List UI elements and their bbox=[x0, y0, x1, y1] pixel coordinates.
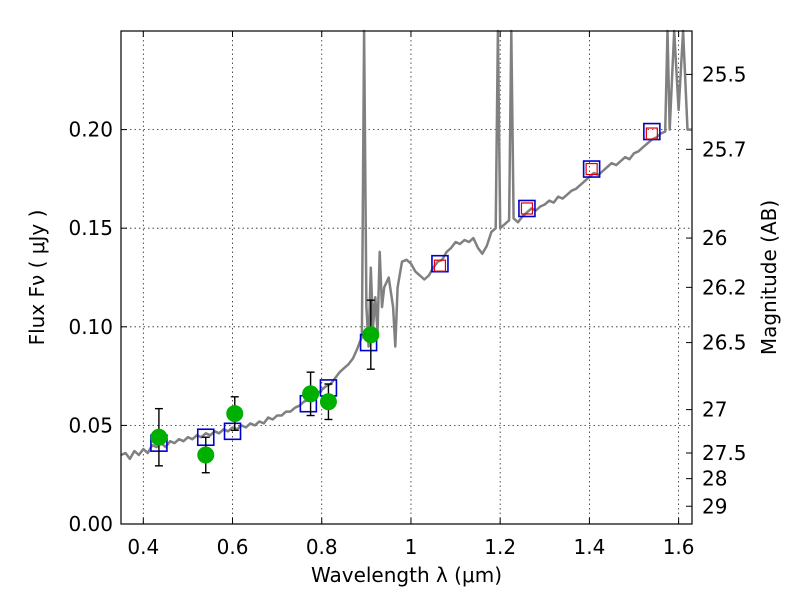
plot-frame bbox=[120, 30, 693, 525]
right-tick-label: 27 bbox=[702, 398, 727, 422]
right-tick-label: 27.5 bbox=[702, 441, 747, 465]
observed-point bbox=[362, 326, 380, 344]
y-axis-label: Flux Fν ( μJy ) bbox=[25, 210, 49, 346]
right-tick-label: 25.7 bbox=[702, 137, 747, 161]
grid-lines bbox=[121, 31, 692, 524]
right-tick-label: 26.2 bbox=[702, 275, 747, 299]
model-square-point bbox=[518, 199, 536, 218]
x-tick-label: 0.6 bbox=[217, 535, 249, 559]
x-tick-label: 1 bbox=[405, 535, 418, 559]
observed-point bbox=[319, 393, 337, 411]
model-square-point bbox=[582, 160, 601, 178]
right-tick-label: 29 bbox=[702, 494, 727, 518]
y-tick-label: 0.15 bbox=[68, 216, 113, 240]
right-axis-label: Magnitude (AB) bbox=[757, 200, 781, 355]
observed-point bbox=[302, 385, 320, 403]
axis-ticks: 0.4 0.6 0.8 1 1.2 1.4 1.6 0.00 0.05 0.10 0.15 0.20 2… bbox=[68, 31, 747, 559]
x-tick-label: 1.6 bbox=[663, 535, 695, 559]
y-tick-label: 0.00 bbox=[68, 512, 113, 536]
nir-square-point bbox=[520, 202, 534, 215]
observed-point bbox=[226, 405, 244, 423]
x-tick-label: 1.2 bbox=[484, 535, 516, 559]
observed-point bbox=[150, 428, 168, 446]
observed-point bbox=[197, 446, 215, 464]
x-tick-label: 0.4 bbox=[127, 535, 159, 559]
y-tick-label: 0.10 bbox=[68, 315, 113, 339]
x-tick-label: 1.4 bbox=[573, 535, 605, 559]
model-square-point bbox=[223, 422, 242, 441]
spectrum-line bbox=[120, 29, 692, 461]
model-spectrum bbox=[120, 29, 692, 461]
nir-square-point bbox=[585, 162, 598, 176]
right-tick-label: 28 bbox=[702, 467, 727, 491]
x-tick-label: 0.8 bbox=[306, 535, 338, 559]
right-tick-label: 26.5 bbox=[702, 331, 747, 355]
nir-square-point bbox=[645, 127, 658, 140]
right-tick-label: 26 bbox=[702, 226, 727, 250]
x-axis-label: Wavelength λ (μm) bbox=[311, 563, 502, 587]
data-markers bbox=[150, 122, 661, 474]
y-tick-label: 0.05 bbox=[68, 413, 113, 437]
y-tick-label: 0.20 bbox=[68, 118, 113, 142]
right-tick-label: 25.5 bbox=[702, 62, 747, 86]
nir-square-point bbox=[433, 259, 447, 272]
